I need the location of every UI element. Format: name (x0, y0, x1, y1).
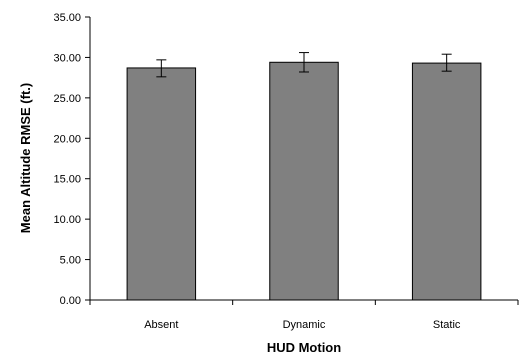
bar-static (411, 62, 482, 301)
bar-absent (126, 67, 197, 301)
y-tick-label: 30.00 (53, 52, 81, 64)
axes-layer (89, 17, 518, 301)
x-tick-label: Absent (144, 319, 178, 331)
y-tick-label: 35.00 (53, 12, 81, 24)
x-axis-title: HUD Motion (267, 340, 341, 355)
y-tick-label: 15.00 (53, 174, 81, 186)
bars-layer (126, 61, 482, 301)
y-tick-label: 10.00 (53, 214, 81, 226)
bar-dynamic (269, 61, 339, 301)
error-bars-layer (156, 52, 452, 78)
y-tick-label: 20.00 (53, 133, 81, 145)
x-tick-label: Dynamic (283, 319, 326, 331)
y-tick-label: 0.00 (60, 295, 81, 307)
y-tick-label: 5.00 (60, 255, 81, 267)
y-axis-title: Mean Altitude RMSE (ft.) (18, 83, 33, 233)
x-ticks-layer: Absent Dynamic Static (89, 300, 519, 331)
y-tick-label: 25.00 (53, 93, 81, 105)
y-ticks-layer: 0.00 5.00 10.00 15.00 20.00 25.00 30.00 35.00 (53, 12, 90, 307)
x-tick-label: Static (433, 319, 461, 331)
